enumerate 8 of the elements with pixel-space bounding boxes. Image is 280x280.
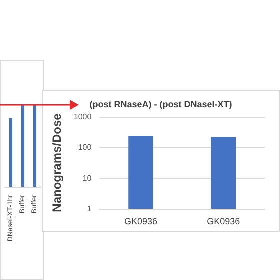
y-tick-label: 100	[78, 143, 92, 152]
chart-title: (post RNaseA) - (post DNaseI-XT)	[90, 100, 232, 110]
y-axis-title: Nanograms/Dose	[50, 113, 64, 212]
x-tick-label: GK0936	[207, 216, 240, 226]
y-tick-label: 1	[87, 204, 92, 214]
x-tick-label: GK0936	[124, 216, 158, 226]
y-tick-label: 1000	[74, 112, 92, 122]
y-tick-label: 10	[82, 174, 92, 183]
